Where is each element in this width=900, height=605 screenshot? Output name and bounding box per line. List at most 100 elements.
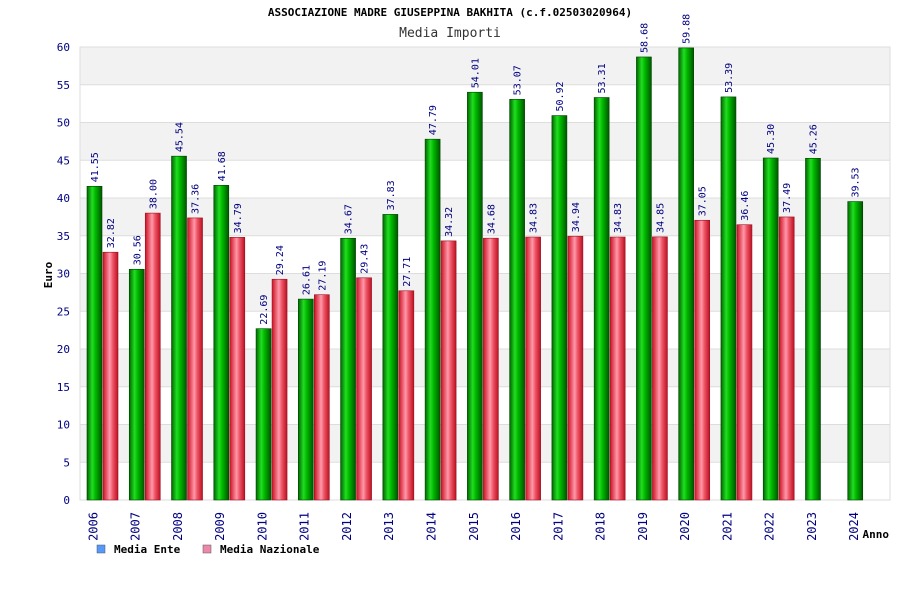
data-label: 27.71 <box>402 257 413 287</box>
data-label: 22.69 <box>259 295 270 325</box>
data-label: 29.24 <box>275 245 286 275</box>
y-tick-label: 30 <box>57 268 70 281</box>
legend-item: Media Nazionale <box>202 543 320 556</box>
x-tick-label: 2019 <box>636 512 650 541</box>
bar <box>762 157 779 501</box>
data-label: 34.79 <box>233 203 244 233</box>
bar <box>567 235 584 501</box>
x-tick-label: 2010 <box>255 512 269 541</box>
data-label: 45.30 <box>766 124 777 154</box>
bar <box>398 290 415 501</box>
data-label: 59.88 <box>682 14 693 44</box>
data-label: 29.43 <box>360 244 371 274</box>
bar <box>102 251 119 501</box>
y-tick-label: 0 <box>63 494 70 507</box>
x-tick-label: 2023 <box>805 512 819 541</box>
y-tick-label: 10 <box>57 419 70 432</box>
bar <box>213 185 230 501</box>
y-tick-label: 40 <box>57 192 70 205</box>
x-tick-label: 2007 <box>129 512 143 541</box>
data-label: 30.56 <box>132 235 143 265</box>
bar <box>736 224 753 501</box>
bar <box>356 277 372 501</box>
x-tick-label: 2020 <box>678 512 692 541</box>
bar <box>593 97 610 501</box>
x-tick-label: 2009 <box>213 512 227 541</box>
bar <box>636 56 652 501</box>
y-tick-label: 5 <box>63 456 70 469</box>
x-tick-label: 2013 <box>382 512 396 541</box>
x-tick-label: 2014 <box>425 512 439 541</box>
bar <box>382 214 399 501</box>
chart-title: ASSOCIAZIONE MADRE GIUSEPPINA BAKHITA (c… <box>268 6 632 19</box>
x-tick-label: 2024 <box>847 512 861 541</box>
data-label: 53.39 <box>724 63 735 93</box>
x-axis-label: Anno <box>863 528 890 541</box>
y-tick-label: 15 <box>57 381 70 394</box>
data-label: 50.92 <box>555 81 566 111</box>
plot-band <box>80 122 890 161</box>
legend-swatch <box>202 544 212 554</box>
legend-item: Media Ente <box>96 543 181 556</box>
bar <box>525 236 541 501</box>
bar <box>609 236 626 501</box>
y-tick-label: 45 <box>57 154 70 167</box>
data-label: 38.00 <box>148 179 159 209</box>
y-tick-label: 25 <box>57 305 70 318</box>
data-label: 37.49 <box>782 183 793 213</box>
bar <box>271 278 288 501</box>
plot-band <box>80 84 890 123</box>
bar <box>229 237 246 501</box>
bar <box>483 237 499 501</box>
x-axis-ticks: 2006 2007 2008 2009 2010 2011 2012 2013 2014 2015… <box>86 512 861 541</box>
legend-swatch <box>96 544 106 554</box>
data-label: 54.01 <box>470 58 481 88</box>
data-labels: 41.55 32.82 30.56 38.00 45.54 37.36 41.68 34.79… <box>90 14 862 325</box>
y-tick-label: 50 <box>57 117 70 130</box>
x-tick-label: 2006 <box>86 512 100 541</box>
bar <box>144 212 161 501</box>
data-label: 34.85 <box>655 203 666 233</box>
data-label: 58.68 <box>639 23 650 53</box>
bar <box>509 99 525 501</box>
data-label: 34.83 <box>529 203 540 233</box>
x-tick-label: 2022 <box>763 512 777 541</box>
y-tick-label: 35 <box>57 230 70 243</box>
y-tick-label: 55 <box>57 79 70 92</box>
y-tick-label: 60 <box>57 41 70 54</box>
bar <box>86 185 103 501</box>
bar <box>551 115 568 501</box>
data-label: 37.36 <box>191 184 202 214</box>
bar <box>720 96 737 501</box>
x-tick-label: 2008 <box>171 512 185 541</box>
bar <box>424 138 441 501</box>
data-label: 32.82 <box>106 218 117 248</box>
y-axis-label: Euro <box>42 261 55 288</box>
legend-label: Media Nazionale <box>220 543 320 556</box>
x-tick-label: 2012 <box>340 512 354 541</box>
data-label: 34.94 <box>571 202 582 232</box>
data-label: 34.68 <box>486 204 497 234</box>
bar <box>298 298 314 501</box>
bar <box>467 91 483 501</box>
bar <box>805 157 821 501</box>
x-tick-label: 2015 <box>467 512 481 541</box>
bar <box>255 328 272 501</box>
legend: Media Ente Media Nazionale <box>96 543 320 556</box>
bars <box>86 47 864 501</box>
data-label: 36.46 <box>740 191 751 221</box>
bar <box>652 236 668 501</box>
bar <box>440 240 457 501</box>
data-label: 45.26 <box>808 124 819 154</box>
x-tick-label: 2011 <box>298 512 312 541</box>
data-label: 34.32 <box>444 207 455 237</box>
x-tick-label: 2016 <box>509 512 523 541</box>
y-axis-ticks: 0 5 10 15 20 25 30 35 40 45 50 55 60 <box>57 41 70 507</box>
bar <box>314 294 330 501</box>
data-label: 27.19 <box>317 261 328 291</box>
bar <box>778 216 795 501</box>
data-label: 37.83 <box>386 180 397 210</box>
data-label: 37.05 <box>698 186 709 216</box>
bar <box>171 155 187 501</box>
